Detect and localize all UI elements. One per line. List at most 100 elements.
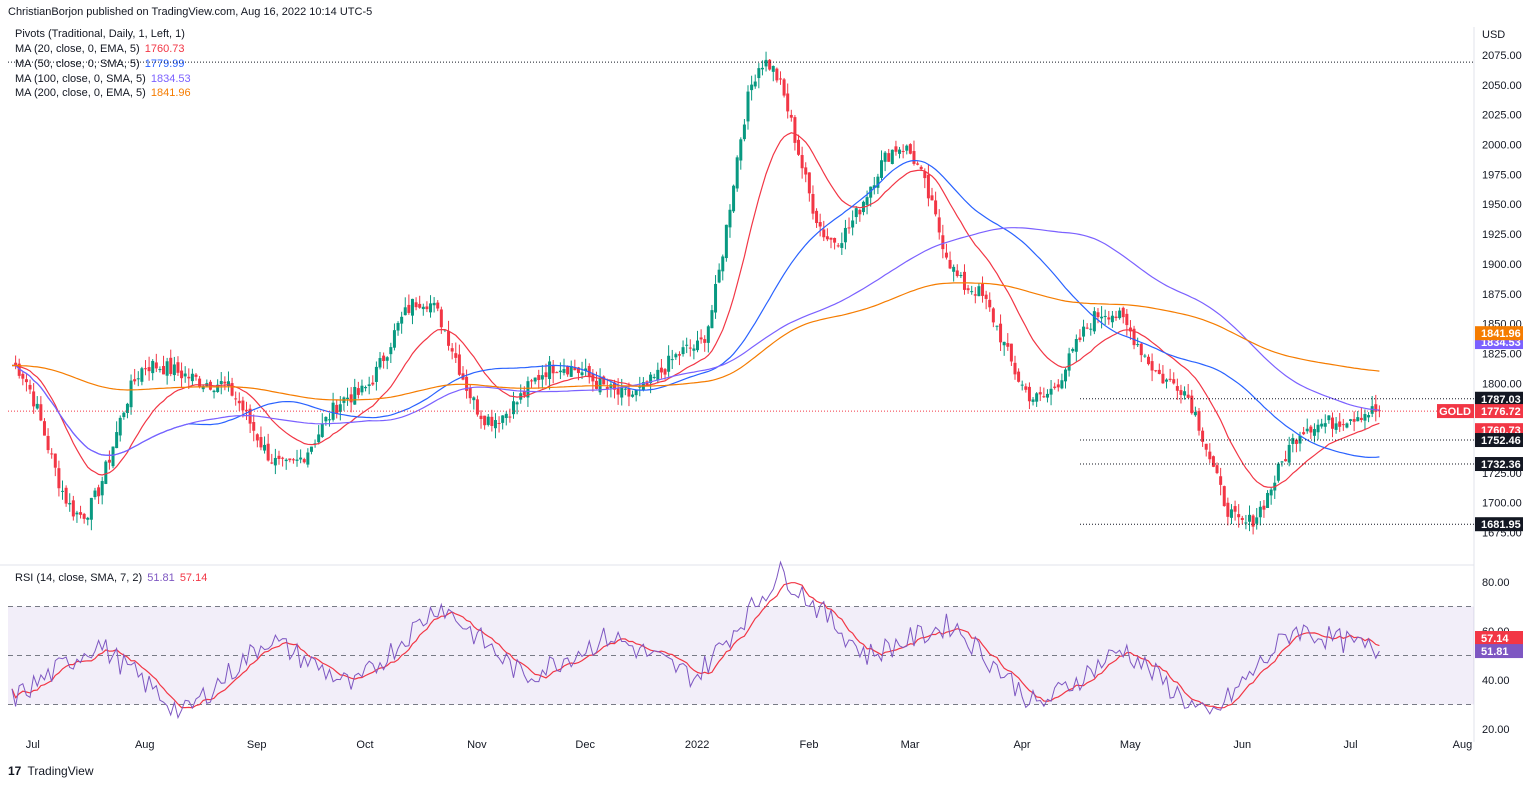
legend-ma100[interactable]: MA (100, close, 0, SMA, 5) 1834.53: [15, 73, 191, 85]
candle-body: [1330, 417, 1334, 429]
candle-body: [851, 220, 855, 228]
candle-body: [291, 459, 295, 461]
candle-body: [302, 459, 306, 463]
candle-body: [201, 386, 205, 390]
candle-body: [995, 325, 999, 327]
candle-body: [486, 416, 490, 425]
candle-body: [703, 339, 707, 343]
candle-body: [620, 386, 624, 398]
candle-body: [1309, 426, 1313, 433]
candle-body: [991, 308, 995, 323]
candle-body: [190, 373, 194, 382]
candle-body: [71, 500, 75, 517]
candle-body: [699, 337, 703, 340]
time-axis-label: Apr: [1013, 739, 1030, 751]
candle-body: [1157, 369, 1161, 374]
candle-body: [151, 360, 155, 374]
rsi-legend[interactable]: RSI (14, close, SMA, 7, 2) 51.81 57.14: [15, 572, 207, 584]
time-axis-label: Dec: [575, 739, 595, 751]
candle-body: [973, 294, 977, 296]
candle-body: [378, 358, 382, 368]
rsi-pill: [1475, 644, 1523, 659]
time-axis-label: Sep: [247, 739, 267, 751]
candle-body: [284, 459, 288, 462]
candle-body: [869, 186, 873, 198]
legend-label: MA (200, close, 0, EMA, 5): [15, 87, 146, 99]
time-axis-label: Jul: [26, 739, 40, 751]
candle-body: [147, 367, 151, 372]
candle-body: [753, 81, 757, 87]
legend-pivots[interactable]: Pivots (Traditional, Daily, 1, Left, 1): [15, 28, 185, 40]
candle-body: [955, 270, 959, 277]
candle-body: [432, 302, 436, 306]
pivot-price-pill: [1475, 457, 1523, 472]
candle-body: [97, 487, 101, 497]
candle-body: [483, 415, 487, 426]
candle-body: [1006, 343, 1010, 347]
candle-body: [140, 368, 144, 382]
time-axis-label: Oct: [356, 739, 373, 751]
candle-body: [115, 432, 119, 449]
candle-body: [1175, 386, 1179, 391]
moving-average-line: [12, 159, 1380, 459]
candle-body: [944, 252, 948, 258]
candle-body: [890, 149, 894, 164]
candle-body: [926, 174, 930, 199]
candle-body: [1125, 313, 1129, 326]
legend-ma50[interactable]: MA (50, close, 0, SMA, 5) 1779.99: [15, 58, 185, 70]
candle-body: [143, 368, 147, 370]
candle-body: [35, 403, 39, 409]
price-axis-tick: 1900.00: [1482, 259, 1522, 271]
price-axis-tick: 2075.00: [1482, 50, 1522, 62]
price-axis-tick: 1800.00: [1482, 378, 1522, 390]
candle-body: [1067, 353, 1071, 371]
candle-body: [100, 481, 104, 496]
candle-body: [1248, 514, 1252, 522]
candle-body: [937, 217, 941, 233]
candle-body: [447, 331, 451, 346]
candle-body: [223, 381, 227, 384]
candle-body: [584, 368, 588, 371]
price-axis-tick: 1925.00: [1482, 229, 1522, 241]
candle-body: [165, 361, 169, 376]
candle-body: [1215, 465, 1219, 474]
candle-body: [858, 209, 862, 215]
candle-body: [685, 344, 689, 346]
candle-body: [472, 397, 476, 401]
candle-body: [818, 222, 822, 227]
candle-body: [688, 347, 692, 349]
candle-body: [649, 374, 653, 384]
candle-body: [1312, 429, 1316, 436]
candle-body: [548, 361, 552, 380]
legend-ma200[interactable]: MA (200, close, 0, EMA, 5) 1841.96: [15, 87, 191, 99]
candle-body: [1237, 514, 1241, 518]
candle-body: [1356, 417, 1360, 422]
price-axis-tick: 2025.00: [1482, 110, 1522, 122]
candle-body: [771, 65, 775, 72]
candle-body: [89, 497, 93, 520]
candle-body: [843, 227, 847, 243]
candle-body: [887, 153, 891, 162]
candle-body: [602, 376, 606, 385]
candle-body: [1136, 344, 1140, 346]
candle-body: [966, 288, 970, 291]
candle-body: [735, 157, 739, 189]
candle-body: [984, 294, 988, 299]
tradingview-logo[interactable]: 17 TradingView: [8, 764, 94, 778]
candle-body: [1201, 430, 1205, 442]
candle-body: [454, 353, 458, 358]
candle-body: [1294, 439, 1298, 444]
legend-ma20[interactable]: MA (20, close, 0, EMA, 5) 1760.73: [15, 43, 185, 55]
candle-body: [1027, 386, 1031, 402]
candle-body: [631, 394, 635, 397]
candle-body: [360, 385, 364, 393]
legend-label: MA (50, close, 0, SMA, 5): [15, 58, 140, 70]
candle-body: [1031, 399, 1035, 402]
candle-body: [952, 266, 956, 272]
candle-body: [775, 68, 779, 81]
candle-body: [1219, 476, 1223, 485]
candle-body: [1074, 338, 1078, 352]
price-axis-tick: 2000.00: [1482, 140, 1522, 152]
candle-body: [1269, 489, 1273, 496]
